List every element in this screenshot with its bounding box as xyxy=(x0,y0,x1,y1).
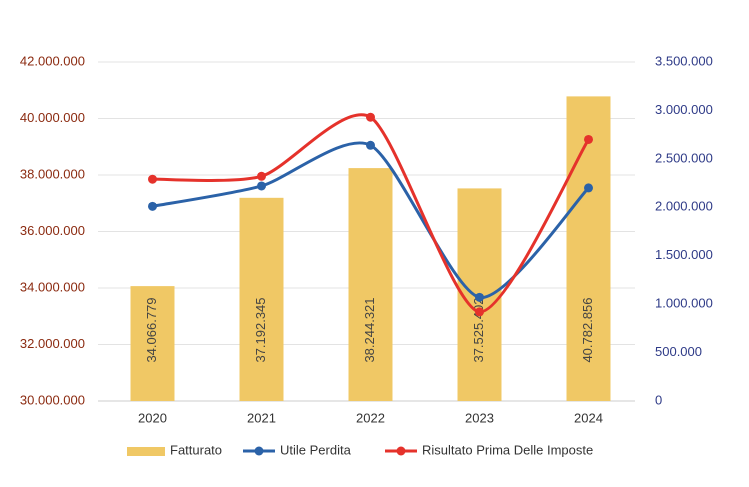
legend-swatch xyxy=(254,446,264,456)
bar xyxy=(239,197,284,401)
point xyxy=(257,181,266,191)
y-tick-label: 32.000.000 xyxy=(20,336,85,351)
bar xyxy=(566,96,611,402)
value-label: 37.192.345 xyxy=(253,297,268,362)
y2-tick-label: 2.500.000 xyxy=(655,150,713,165)
x-tick-label: 2022 xyxy=(356,410,385,425)
y2-tick-label: 3.500.000 xyxy=(655,53,713,68)
point xyxy=(366,140,375,150)
x-tick-label: 2024 xyxy=(574,410,603,425)
value-label: 40.782.856 xyxy=(580,297,595,362)
y2-tick-label: 3.000.000 xyxy=(655,102,713,117)
legend-swatch xyxy=(127,447,165,456)
bar xyxy=(348,168,393,401)
y-tick-label: 30.000.000 xyxy=(20,392,85,407)
legend-swatch xyxy=(396,446,406,456)
point xyxy=(584,183,593,193)
point xyxy=(584,134,593,144)
point xyxy=(475,292,484,302)
bar xyxy=(130,286,175,401)
y2-tick-label: 1.000.000 xyxy=(655,296,713,311)
y2-tick-label: 0 xyxy=(655,392,662,407)
legend-label: Utile Perdita xyxy=(280,442,352,457)
legend-label: Risultato Prima Delle Imposte xyxy=(422,442,593,457)
line xyxy=(152,113,590,314)
y-tick-label: 40.000.000 xyxy=(20,110,85,125)
y2-tick-label: 500.000 xyxy=(655,344,702,359)
x-tick-label: 2023 xyxy=(465,410,494,425)
point xyxy=(148,174,157,184)
value-label: 34.066.779 xyxy=(144,297,159,362)
legend-label: Fatturato xyxy=(170,442,222,457)
x-tick-label: 2021 xyxy=(247,410,276,425)
point xyxy=(366,112,375,122)
y-tick-label: 42.000.000 xyxy=(20,53,85,68)
y-tick-label: 36.000.000 xyxy=(20,223,85,238)
point xyxy=(148,201,157,211)
y2-tick-label: 1.500.000 xyxy=(655,247,713,262)
point xyxy=(257,171,266,181)
value-label: 38.244.321 xyxy=(362,297,377,362)
x-tick-label: 2020 xyxy=(138,410,167,425)
y-tick-label: 38.000.000 xyxy=(20,166,85,181)
y2-tick-label: 2.000.000 xyxy=(655,199,713,214)
point xyxy=(475,307,484,317)
y-tick-label: 34.000.000 xyxy=(20,279,85,294)
